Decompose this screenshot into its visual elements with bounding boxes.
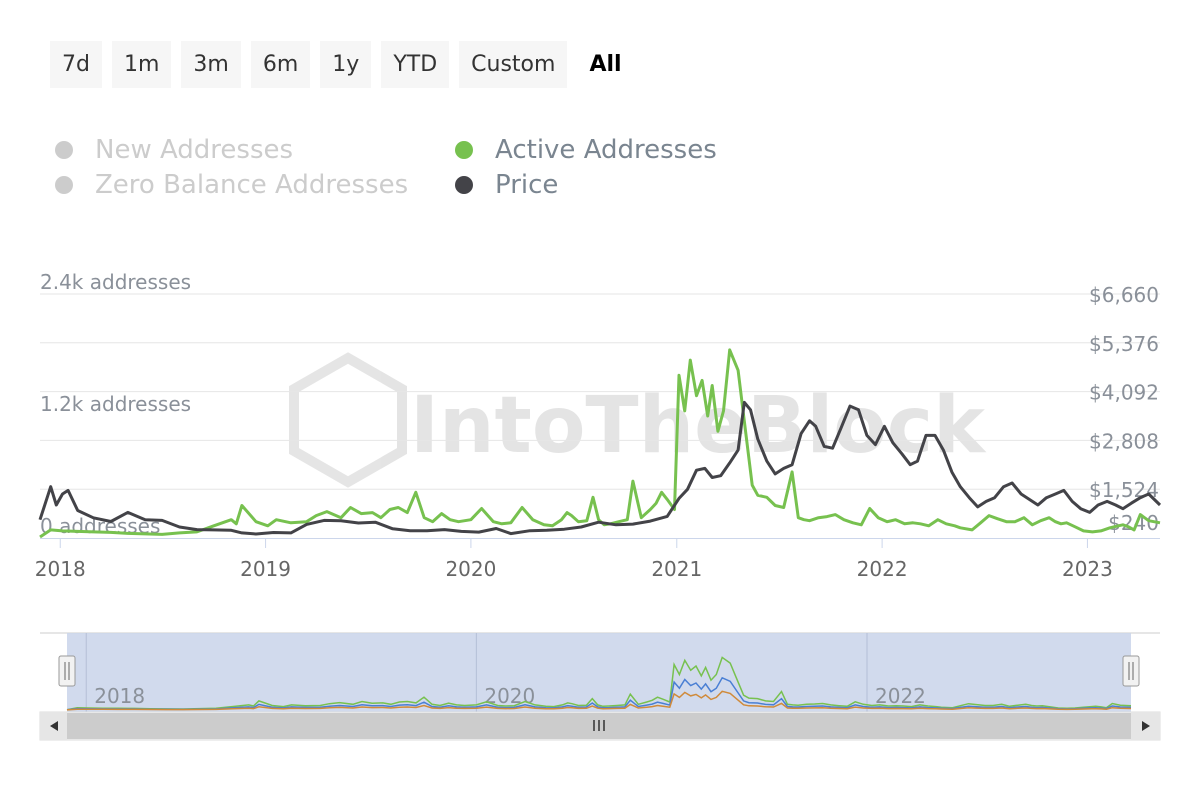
navigator-selection[interactable] [67, 633, 1131, 712]
range-button-6m[interactable]: 6m [250, 41, 311, 88]
x-tick-label: 2019 [240, 557, 291, 581]
y-right-tick-label: $1,524 [1089, 478, 1159, 502]
scrollbar[interactable] [39, 711, 1161, 741]
y-right-tick-label: $5,376 [1089, 332, 1159, 356]
navigator-x-label: 2022 [875, 684, 926, 708]
scroll-right-button[interactable] [1131, 712, 1160, 740]
y-axis-left: 0 addresses 1.2k addresses 2.4k addresses [40, 270, 191, 538]
scrollbar-grip-icon [593, 720, 605, 731]
navigator[interactable]: 2018 2020 2022 [40, 632, 1160, 712]
y-left-tick-label: 1.2k addresses [40, 392, 191, 416]
watermark-logo-icon [289, 352, 407, 488]
legend-marker-icon [455, 176, 473, 194]
navigator-zero-balance-line [66, 690, 1132, 711]
navigator-active-addresses-line [66, 656, 1132, 711]
x-tick-label: 2022 [857, 557, 908, 581]
legend-label: Active Addresses [495, 135, 717, 165]
navigator-right-handle[interactable] [1122, 655, 1140, 687]
legend-marker-icon [455, 141, 473, 159]
legend-label: Zero Balance Addresses [95, 170, 409, 200]
y-right-tick-label: $4,092 [1089, 381, 1159, 405]
range-button-all[interactable]: All [577, 41, 633, 88]
x-axis: 2018 2019 2020 2021 2022 2023 [35, 538, 1160, 581]
scrollbar-thumb[interactable] [67, 713, 1131, 739]
legend-item-active-addresses[interactable]: Active Addresses [455, 135, 717, 165]
navigator-x-label: 2020 [484, 684, 535, 708]
legend-item-new-addresses[interactable]: New Addresses [55, 135, 293, 165]
range-selector: 7d 1m 3m 6m 1y YTD Custom All [50, 41, 644, 88]
grid-lines [40, 293, 1160, 490]
y-left-tick-label: 2.4k addresses [40, 270, 191, 294]
arrow-right-icon [1142, 721, 1150, 731]
range-button-custom[interactable]: Custom [459, 41, 568, 88]
navigator-x-label: 2018 [94, 684, 145, 708]
x-tick-label: 2023 [1062, 557, 1113, 581]
x-tick-label: 2020 [445, 557, 496, 581]
legend-marker-icon [55, 176, 73, 194]
legend-item-zero-balance-addresses[interactable]: Zero Balance Addresses [55, 170, 408, 200]
plot-series [38, 348, 1162, 539]
scrollbar-track[interactable] [39, 711, 1161, 741]
legend-label: Price [495, 170, 559, 200]
legend-label: New Addresses [95, 135, 294, 165]
y-right-tick-label: $2,808 [1089, 429, 1159, 453]
range-button-3m[interactable]: 3m [181, 41, 241, 88]
y-left-tick-label: 0 addresses [40, 514, 160, 538]
range-button-7d[interactable]: 7d [50, 41, 102, 88]
watermark: IntoTheBlock [289, 352, 987, 488]
legend-item-price[interactable]: Price [455, 170, 558, 200]
navigator-new-addresses-line [66, 676, 1132, 711]
legend-marker-icon [55, 141, 73, 159]
x-tick-label: 2021 [651, 557, 702, 581]
arrow-left-icon [50, 721, 58, 731]
watermark-text: IntoTheBlock [410, 381, 987, 471]
navigator-left-handle[interactable] [58, 655, 76, 687]
y-right-tick-label: $6,660 [1089, 283, 1159, 307]
price-line [38, 400, 1162, 536]
y-right-tick-label: $240 [1108, 511, 1159, 535]
scroll-left-button[interactable] [40, 712, 67, 740]
x-tick-label: 2018 [35, 557, 86, 581]
active-addresses-line [39, 348, 1161, 539]
range-button-1y[interactable]: 1y [320, 41, 372, 88]
range-button-1m[interactable]: 1m [111, 41, 172, 88]
y-axis-right: $240 $1,524 $2,808 $4,092 $5,376 $6,660 [1089, 283, 1159, 535]
range-button-ytd[interactable]: YTD [381, 41, 450, 88]
